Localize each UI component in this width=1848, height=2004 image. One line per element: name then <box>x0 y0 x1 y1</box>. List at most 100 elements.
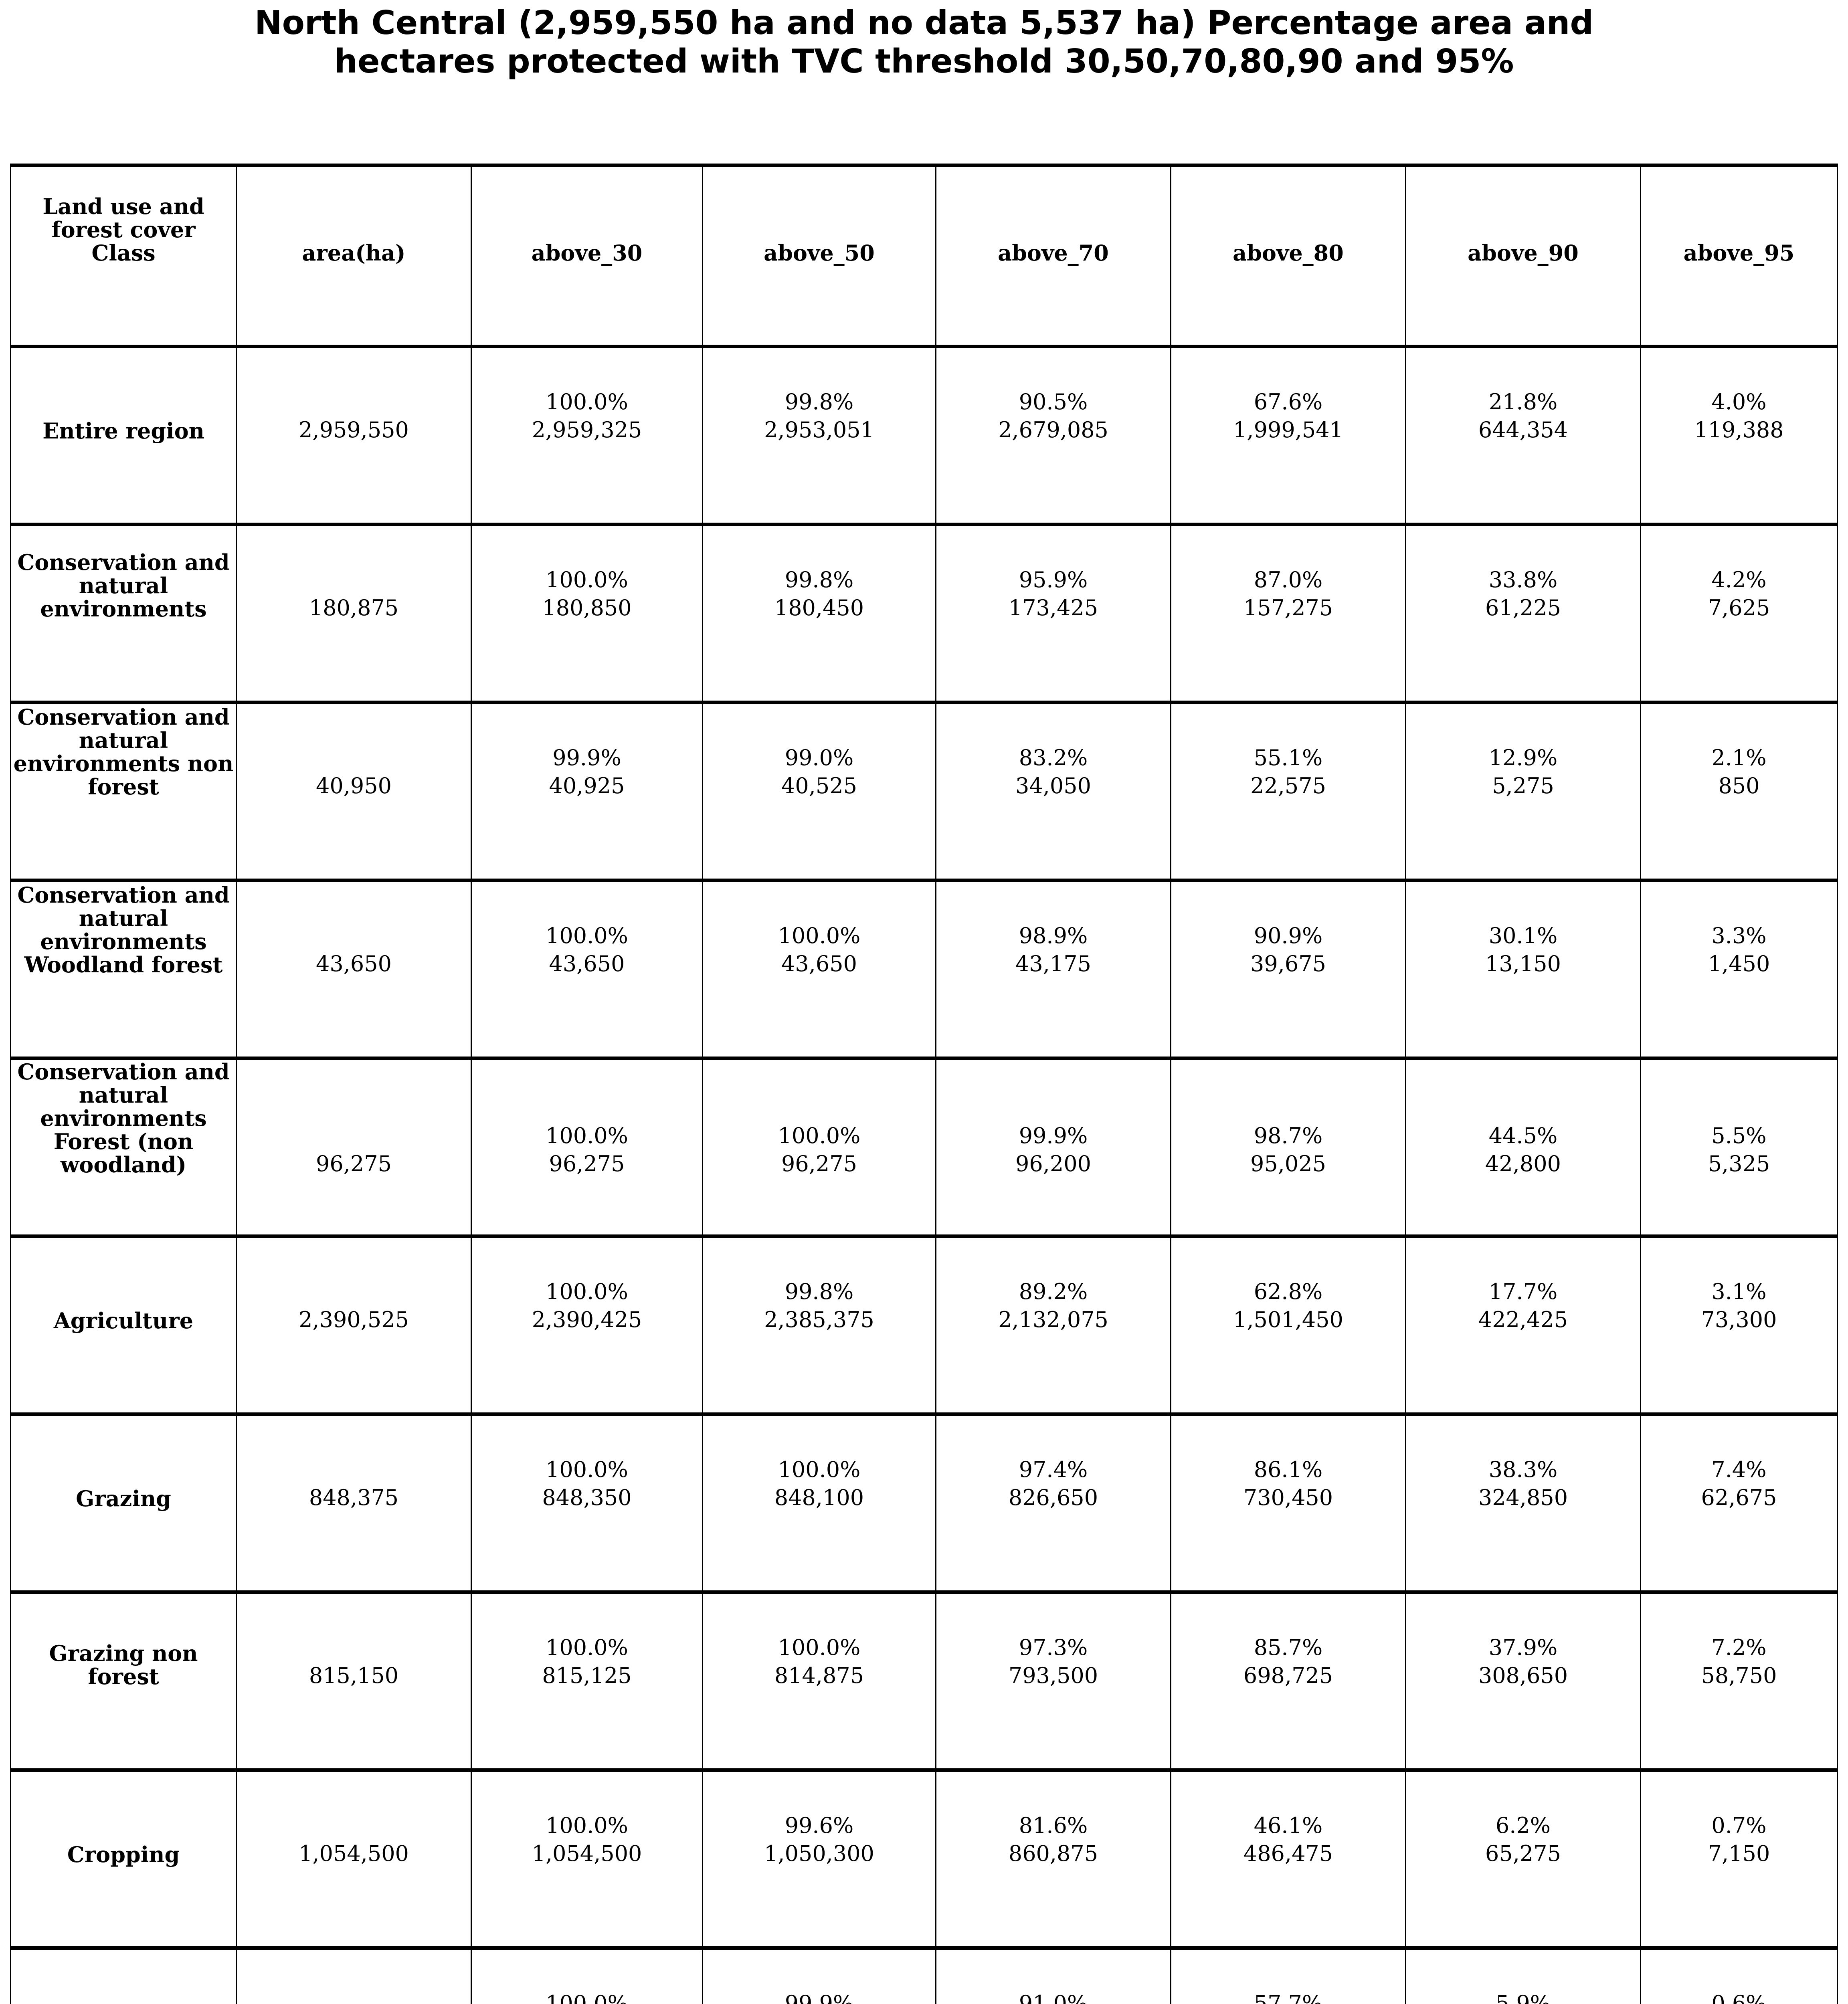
hectares-value: 61,225 <box>1485 595 1561 620</box>
threshold-cell: 98.9% 43,175 <box>935 882 1170 1057</box>
hectares-value: 73,300 <box>1701 1307 1777 1332</box>
hectares-value: 173,425 <box>1008 595 1098 620</box>
area-value: 1,054,500 <box>299 1841 409 1866</box>
area-value: 815,150 <box>309 1663 399 1688</box>
threshold-cell: 81.6% 860,875 <box>935 1772 1170 1946</box>
threshold-cell: 0.6%2,650 <box>1640 1950 1837 2004</box>
threshold-cell: 99.8% 2,385,375 <box>702 1238 935 1412</box>
percent-value: 99.8% <box>784 389 854 414</box>
percent-value: 57.7% <box>1254 1991 1323 2004</box>
area-cell: 180,875 <box>236 526 471 701</box>
percent-value: 100.0% <box>778 1457 861 1482</box>
hectares-value: 308,650 <box>1478 1663 1568 1688</box>
threshold-cell: 62.8% 1,501,450 <box>1170 1238 1405 1412</box>
hectares-value: 1,999,541 <box>1233 417 1343 442</box>
hectares-value: 793,500 <box>1008 1663 1098 1688</box>
column-header: above_80 <box>1170 167 1405 345</box>
threshold-cell: 38.3% 324,850 <box>1405 1416 1640 1590</box>
threshold-cell: 7.2% 58,750 <box>1640 1594 1837 1768</box>
column-header-text: above_50 <box>764 240 875 266</box>
hectares-value: 814,875 <box>774 1663 864 1688</box>
threshold-cell: 87.0% 157,275 <box>1170 526 1405 701</box>
hectares-value: 40,525 <box>781 773 857 798</box>
column-header: above_95 <box>1640 167 1837 345</box>
threshold-cell: 21.8% 644,354 <box>1405 348 1640 523</box>
percent-value: 100.0% <box>546 1991 628 2004</box>
area-value: 180,875 <box>309 595 399 620</box>
threshold-cell: 100.0% 96,275 <box>471 1060 702 1257</box>
percent-value: 44.5% <box>1488 1123 1558 1148</box>
percent-value: 99.9% <box>784 1991 854 2004</box>
column-header: Land use and forest cover Class <box>11 167 236 345</box>
hectares-value: 7,150 <box>1708 1841 1770 1866</box>
percent-value: 99.9% <box>1019 1123 1088 1148</box>
row-label: Grazing <box>11 1416 236 1590</box>
hectares-value: 860,875 <box>1008 1841 1098 1866</box>
percent-value: 7.4% <box>1711 1457 1767 1482</box>
area-value: 2,390,525 <box>299 1307 409 1332</box>
hectares-value: 180,850 <box>542 595 632 620</box>
area-value: 848,375 <box>309 1485 399 1510</box>
threshold-cell: 97.3% 793,500 <box>935 1594 1170 1768</box>
column-header: above_30 <box>471 167 702 345</box>
threshold-cell: 30.1% 13,150 <box>1405 882 1640 1057</box>
hectares-value: 1,450 <box>1708 951 1770 976</box>
threshold-cell: 2.1% 850 <box>1640 704 1837 879</box>
threshold-cell: 7.4% 62,675 <box>1640 1416 1837 1590</box>
percent-value: 3.3% <box>1711 923 1767 948</box>
hectares-value: 5,325 <box>1708 1151 1770 1176</box>
row-label-text: Conservation and natural environments <box>17 549 230 622</box>
column-header-text: above_30 <box>531 240 643 266</box>
percent-value: 21.8% <box>1488 389 1558 414</box>
percent-value: 7.2% <box>1711 1635 1767 1660</box>
page-title-line1: North Central (2,959,550 ha and no data … <box>254 4 1594 42</box>
hectares-value: 34,050 <box>1015 773 1091 798</box>
table-row: Grazing non forest 815,150 100.0% 815,125 10… <box>11 1594 1837 1772</box>
column-header: above_50 <box>702 167 935 345</box>
percent-value: 17.7% <box>1488 1279 1558 1304</box>
threshold-cell: 91.0%433,825 <box>935 1950 1170 2004</box>
area-cell: 1,054,500 <box>236 1772 471 1946</box>
table-header-row: Land use and forest cover Class area(ha) a… <box>11 167 1837 348</box>
threshold-cell: 99.9% 96,200 <box>935 1060 1170 1257</box>
percent-value: 100.0% <box>546 1457 628 1482</box>
percent-value: 81.6% <box>1019 1813 1088 1838</box>
threshold-cell: 97.4% 826,650 <box>935 1416 1170 1590</box>
threshold-cell: 100.0% 180,850 <box>471 526 702 701</box>
hectares-value: 644,354 <box>1478 417 1568 442</box>
data-table: Land use and forest cover Class area(ha) a… <box>10 164 1838 2004</box>
hectares-value: 43,175 <box>1015 951 1091 976</box>
percent-value: 100.0% <box>546 923 628 948</box>
row-label: Agriculture <box>11 1238 236 1412</box>
row-label: Conservation and natural environments no… <box>11 704 236 879</box>
row-label: Cropping <box>11 1772 236 1946</box>
hectares-value: 43,650 <box>549 951 625 976</box>
percent-value: 97.4% <box>1019 1457 1088 1482</box>
percent-value: 62.8% <box>1254 1279 1323 1304</box>
percent-value: 99.8% <box>784 1279 854 1304</box>
hectares-value: 2,959,325 <box>532 417 642 442</box>
column-header-text: Land use and forest cover Class <box>42 194 204 266</box>
area-value: 2,959,550 <box>299 417 409 442</box>
row-label: Grazing non forest <box>11 1594 236 1768</box>
percent-value: 90.5% <box>1019 389 1088 414</box>
threshold-cell: 99.8% 2,953,051 <box>702 348 935 523</box>
hectares-value: 324,850 <box>1478 1485 1568 1510</box>
percent-value: 2.1% <box>1711 745 1767 770</box>
percent-value: 100.0% <box>546 389 628 414</box>
threshold-cell: 4.0% 119,388 <box>1640 348 1837 523</box>
row-label: Conservation and natural environments Fo… <box>11 1060 236 1257</box>
row-label: Conservation and natural environments Wo… <box>11 882 236 1057</box>
hectares-value: 826,650 <box>1008 1485 1098 1510</box>
hectares-value: 486,475 <box>1243 1841 1333 1866</box>
table-row: Conservation and natural environments Fo… <box>11 1060 1837 1257</box>
threshold-cell: 99.6% 1,050,300 <box>702 1772 935 1946</box>
hectares-value: 2,390,425 <box>532 1307 642 1332</box>
hectares-value: 22,575 <box>1250 773 1326 798</box>
row-label-text: Grazing <box>76 1486 171 1511</box>
hectares-value: 180,450 <box>774 595 864 620</box>
hectares-value: 62,675 <box>1701 1485 1777 1510</box>
row-label: Irrigation <box>11 1950 236 2004</box>
hectares-value: 1,050,300 <box>764 1841 874 1866</box>
percent-value: 30.1% <box>1488 923 1558 948</box>
